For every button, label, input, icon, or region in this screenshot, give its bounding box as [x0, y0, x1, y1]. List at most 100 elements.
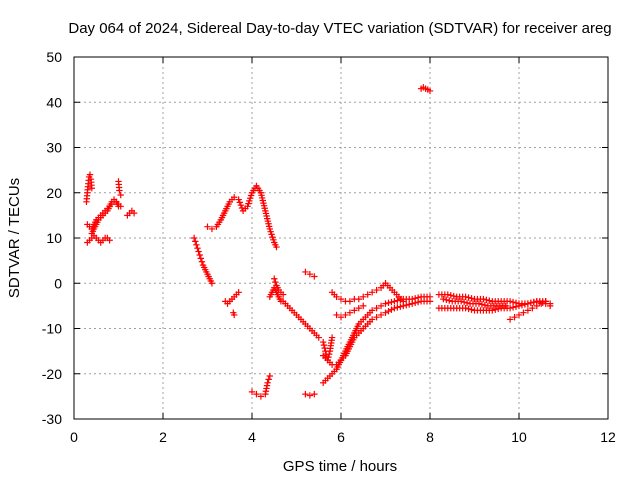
data-point: [492, 306, 499, 313]
y-tick-label: 10: [46, 230, 62, 246]
series-arc-h: [204, 182, 280, 251]
x-tick-labels: 0 2 4 6 8 10 12: [70, 429, 616, 445]
series-arc-j: [230, 309, 238, 319]
data-point: [351, 307, 358, 314]
data-point: [346, 309, 354, 316]
data-point: [463, 299, 471, 307]
data-point: [465, 294, 472, 301]
data-point: [115, 203, 122, 210]
data-point: [320, 338, 327, 346]
data-point: [355, 295, 362, 303]
data-point: [208, 225, 216, 233]
data-points: [83, 84, 554, 400]
data-point: [271, 275, 278, 282]
data-point: [279, 291, 287, 298]
data-point: [237, 201, 245, 209]
data-point: [373, 313, 380, 321]
data-point: [355, 304, 362, 312]
series-arc-d: [88, 196, 122, 237]
data-point: [346, 298, 354, 305]
data-point: [302, 390, 309, 398]
data-point: [480, 295, 487, 303]
data-point: [478, 301, 486, 308]
data-point: [512, 303, 520, 310]
data-point: [511, 313, 518, 321]
data-point: [382, 300, 389, 307]
data-point: [382, 309, 389, 316]
x-tick-label: 12: [600, 429, 616, 445]
y-tick-label: -30: [42, 411, 62, 427]
data-point: [468, 295, 475, 302]
data-point: [460, 298, 468, 306]
data-point: [302, 268, 309, 276]
series-arc-v: [435, 291, 554, 310]
x-tick-label: 10: [511, 429, 527, 445]
series-arc-c: [84, 232, 113, 246]
data-point: [447, 292, 454, 299]
series-arc-a: [83, 171, 95, 205]
data-point: [506, 304, 514, 312]
data-point: [192, 238, 199, 245]
data-point: [509, 304, 517, 311]
data-point: [325, 350, 333, 358]
data-point: [235, 196, 242, 203]
data-point: [411, 299, 419, 307]
data-point: [388, 298, 395, 306]
data-point: [272, 278, 279, 286]
data-point: [538, 300, 545, 307]
y-tick-label: 20: [46, 185, 62, 201]
series-arc-l: [266, 284, 322, 341]
data-point: [373, 286, 380, 294]
data-point: [377, 311, 385, 319]
data-point: [368, 316, 376, 323]
data-point: [388, 306, 395, 313]
data-point: [368, 307, 376, 314]
data-point: [117, 191, 124, 199]
data-point: [253, 390, 260, 398]
data-point: [377, 302, 385, 310]
data-point: [364, 291, 371, 298]
data-point: [320, 341, 328, 349]
data-point: [311, 390, 318, 398]
series-arc-p: [320, 293, 434, 386]
y-axis-title: SDTVAR / TECUs: [6, 178, 23, 298]
data-point: [130, 209, 138, 217]
data-point: [409, 300, 416, 307]
data-point: [489, 307, 496, 314]
y-tick-label: 0: [54, 275, 62, 291]
data-point: [248, 388, 256, 396]
y-tick-label: 50: [46, 49, 62, 65]
series-arc-u: [417, 84, 434, 95]
data-point: [333, 311, 340, 319]
data-point: [440, 295, 447, 303]
series-arc-f: [124, 207, 138, 219]
data-point: [515, 311, 523, 319]
data-point: [266, 372, 273, 380]
data-point: [231, 311, 238, 319]
data-point: [403, 301, 410, 309]
data-point: [457, 298, 465, 305]
data-point: [394, 304, 401, 311]
data-point: [506, 316, 514, 323]
x-axis-title: GPS time / hours: [283, 458, 397, 475]
data-point: [328, 334, 336, 341]
x-tick-label: 4: [248, 429, 256, 445]
data-point: [446, 297, 453, 304]
data-point: [414, 298, 422, 306]
data-point: [190, 234, 198, 242]
data-point: [515, 302, 523, 310]
data-point: [194, 244, 201, 252]
series-arc-n: [302, 268, 318, 280]
series-arc-g: [190, 234, 216, 287]
y-tick-label: -20: [42, 366, 62, 382]
data-point: [518, 301, 526, 309]
data-point: [533, 302, 540, 310]
data-point: [265, 376, 272, 383]
data-point: [86, 171, 94, 178]
data-point: [506, 298, 514, 305]
data-point: [235, 289, 242, 296]
data-point: [391, 298, 398, 305]
x-tick-label: 0: [70, 429, 78, 445]
data-point: [373, 304, 380, 312]
data-point: [465, 305, 472, 313]
